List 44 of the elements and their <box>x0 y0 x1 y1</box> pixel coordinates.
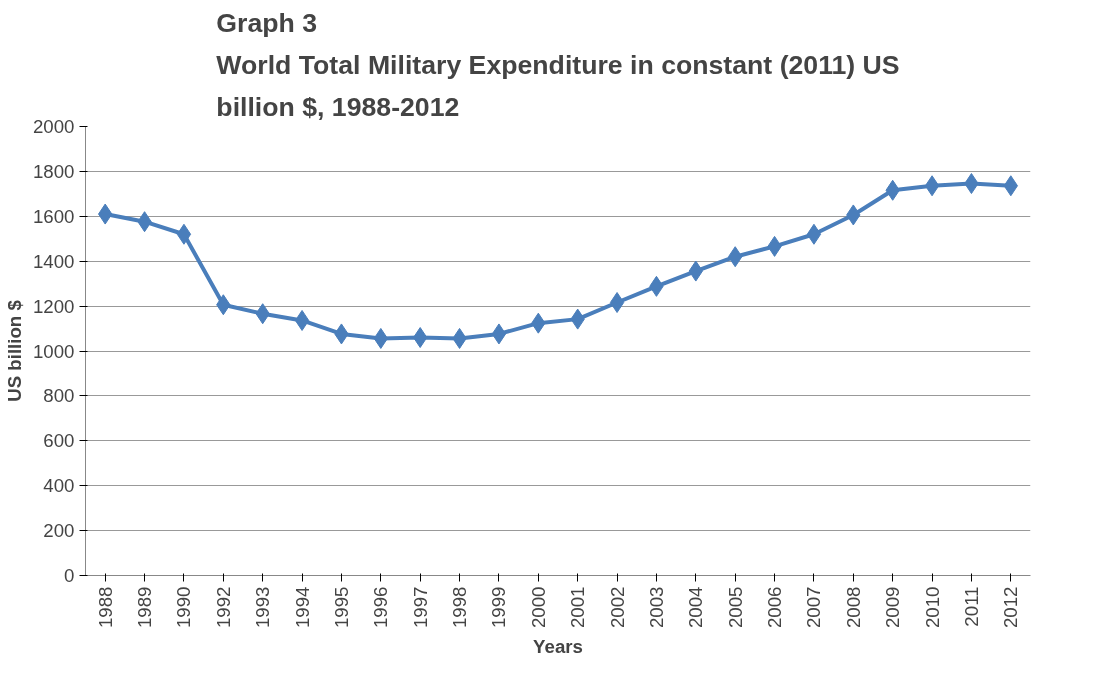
y-axis-title: US billion $ <box>4 299 25 402</box>
x-axis-title: Years <box>533 636 583 657</box>
y-tick-label: 0 <box>64 565 75 586</box>
x-tick-label: 1992 <box>212 586 234 628</box>
x-tick-label: 2007 <box>803 586 825 628</box>
y-tick-label: 400 <box>43 475 75 497</box>
y-tick-label: 1000 <box>33 340 75 362</box>
x-tick-label: 1990 <box>173 586 195 628</box>
x-tick-label: 2012 <box>1000 586 1022 628</box>
point <box>806 223 822 245</box>
point <box>491 323 507 345</box>
point <box>294 309 310 331</box>
y-tick-label: 1600 <box>33 205 75 227</box>
y-tick-label: 1800 <box>33 160 75 182</box>
y-tick-label: 200 <box>43 520 75 542</box>
x-tick-label: 1994 <box>291 586 313 628</box>
x-tick-label: 2006 <box>764 586 786 628</box>
y-tick-label: 600 <box>43 430 75 452</box>
x-tick-label: 2000 <box>527 586 549 628</box>
y-tick-label: 2000 <box>33 116 75 137</box>
x-tick-label: 2009 <box>882 586 904 628</box>
y-tick-label: 1200 <box>33 295 75 317</box>
x-tick-label: 2011 <box>960 586 982 627</box>
y-tick-label: 800 <box>43 385 75 407</box>
point <box>176 223 192 245</box>
x-tick-label: 2004 <box>685 586 707 628</box>
chart-title: Graph 3 World Total Military Expenditure in constant (2011) US billion $, 1988-2012 <box>216 7 900 122</box>
x-tick-label: 1993 <box>252 586 274 628</box>
x-tick-label: 2002 <box>606 586 628 628</box>
y-tick-label: 1400 <box>33 250 75 272</box>
x-tick-label: 2003 <box>645 586 667 628</box>
x-tick-label: 1999 <box>488 586 510 628</box>
x-tick-label: 2001 <box>567 586 589 628</box>
x-tick-label: 1989 <box>134 586 156 628</box>
x-tick-label: 2005 <box>724 586 746 628</box>
point <box>609 292 625 314</box>
x-tick-label: 2008 <box>842 586 864 628</box>
x-tick-label: 1997 <box>409 586 431 628</box>
x-tick-label: 1995 <box>330 586 352 628</box>
x-tick-label: 2010 <box>921 586 943 628</box>
x-tick-label: 1998 <box>449 586 471 628</box>
x-tick-label: 1996 <box>370 586 392 628</box>
x-tick-label: 1988 <box>94 586 116 628</box>
point <box>924 175 940 197</box>
